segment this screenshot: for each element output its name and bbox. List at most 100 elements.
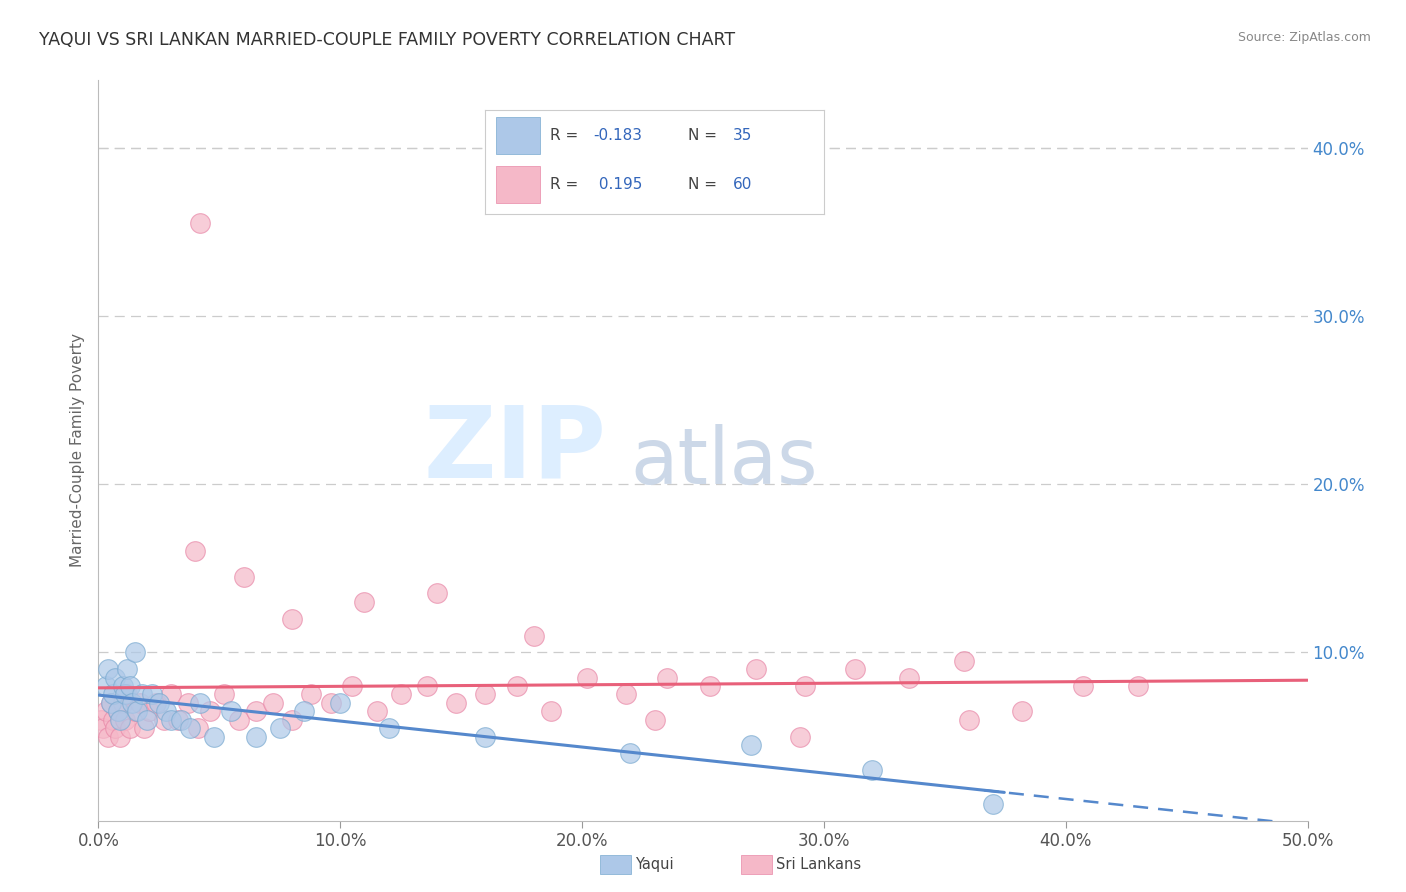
Point: [121, 696, 143, 710]
Point: [1011, 704, 1033, 718]
Point: [169, 713, 191, 727]
Point: [138, 704, 160, 718]
Point: [114, 713, 136, 727]
Point: [148, 696, 170, 710]
Point: [124, 645, 146, 659]
Point: [506, 679, 529, 693]
Point: [953, 654, 976, 668]
Point: [981, 797, 1004, 811]
Point: [1128, 679, 1150, 693]
Point: [366, 704, 388, 718]
Point: [204, 730, 226, 744]
Point: [269, 721, 291, 735]
Point: [135, 713, 157, 727]
Point: [474, 688, 496, 702]
Point: [97, 662, 120, 676]
Point: [111, 679, 134, 693]
Point: [292, 704, 315, 718]
Point: [94, 679, 117, 693]
Point: [377, 721, 399, 735]
Point: [104, 721, 127, 735]
Point: [232, 569, 254, 583]
Point: [474, 730, 496, 744]
Text: Sri Lankans: Sri Lankans: [776, 857, 862, 871]
Point: [614, 688, 637, 702]
Point: [117, 688, 139, 702]
Point: [152, 713, 174, 727]
Point: [134, 721, 156, 735]
Point: [245, 730, 267, 744]
Point: [160, 713, 183, 727]
Point: [523, 628, 546, 642]
Point: [124, 704, 146, 718]
Point: [145, 696, 167, 710]
Point: [281, 612, 304, 626]
Point: [101, 688, 124, 702]
Point: [91, 721, 114, 735]
Point: [108, 713, 131, 727]
Point: [160, 688, 183, 702]
Text: atlas: atlas: [630, 424, 818, 500]
Point: [184, 544, 207, 558]
Text: YAQUI VS SRI LANKAN MARRIED-COUPLE FAMILY POVERTY CORRELATION CHART: YAQUI VS SRI LANKAN MARRIED-COUPLE FAMIL…: [39, 31, 735, 49]
Point: [90, 713, 112, 727]
Point: [540, 704, 562, 718]
Point: [793, 679, 815, 693]
Point: [212, 688, 235, 702]
Point: [187, 721, 209, 735]
Text: Source: ZipAtlas.com: Source: ZipAtlas.com: [1237, 31, 1371, 45]
Point: [104, 671, 127, 685]
Y-axis label: Married-Couple Family Poverty: Married-Couple Family Poverty: [69, 334, 84, 567]
Point: [426, 586, 449, 600]
Point: [897, 671, 920, 685]
Point: [262, 696, 284, 710]
Point: [299, 688, 322, 702]
Point: [188, 216, 211, 230]
Point: [389, 688, 412, 702]
Point: [107, 704, 129, 718]
Point: [281, 713, 304, 727]
Point: [114, 688, 136, 702]
Point: [655, 671, 678, 685]
Point: [94, 704, 117, 718]
Point: [141, 688, 163, 702]
Text: Yaqui: Yaqui: [636, 857, 673, 871]
Point: [188, 696, 211, 710]
Point: [101, 713, 124, 727]
Point: [155, 704, 177, 718]
Point: [699, 679, 721, 693]
Point: [118, 721, 141, 735]
Point: [131, 688, 153, 702]
Point: [118, 679, 141, 693]
Point: [127, 704, 149, 718]
Point: [745, 662, 768, 676]
Point: [167, 713, 190, 727]
Point: [117, 662, 139, 676]
Point: [177, 696, 200, 710]
Point: [319, 696, 342, 710]
Point: [619, 747, 641, 761]
Point: [957, 713, 980, 727]
Point: [221, 704, 243, 718]
Point: [179, 721, 201, 735]
Point: [575, 671, 598, 685]
Point: [644, 713, 666, 727]
Point: [198, 704, 221, 718]
Point: [844, 662, 866, 676]
Point: [353, 595, 375, 609]
Point: [416, 679, 439, 693]
Point: [111, 696, 134, 710]
Point: [740, 738, 762, 752]
Point: [228, 713, 250, 727]
Text: ZIP: ZIP: [423, 402, 606, 499]
Point: [342, 679, 364, 693]
Point: [789, 730, 811, 744]
Point: [1071, 679, 1094, 693]
Point: [107, 704, 129, 718]
Point: [128, 696, 150, 710]
Point: [245, 704, 267, 718]
Point: [100, 696, 122, 710]
Point: [860, 763, 883, 777]
Point: [100, 696, 122, 710]
Point: [108, 730, 131, 744]
